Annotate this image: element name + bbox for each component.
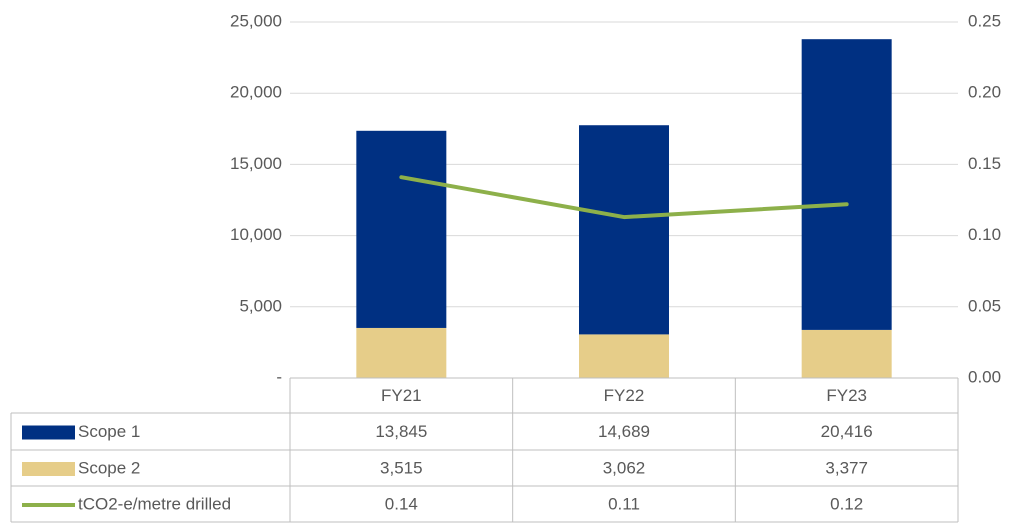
line xyxy=(399,175,849,220)
legend-label: Scope 2 xyxy=(78,458,140,477)
legend-key xyxy=(22,462,75,476)
y-tick-label: 15,000 xyxy=(230,154,282,173)
data-label: 3,515 xyxy=(380,458,423,477)
y-tick-label: - xyxy=(276,367,282,386)
data-label: 14,689 xyxy=(598,422,650,441)
y2-tick-label: 0.25 xyxy=(968,11,1001,30)
data-label: 0.11 xyxy=(608,494,640,513)
data-label: 3,377 xyxy=(825,458,868,477)
bar xyxy=(801,39,892,330)
data-label: 3,062 xyxy=(603,458,646,477)
bar xyxy=(356,130,447,328)
x-tick-label: FY23 xyxy=(826,386,867,405)
data-label: 0.12 xyxy=(830,494,863,513)
bar xyxy=(356,327,447,378)
y-tick-label: 5,000 xyxy=(239,296,282,315)
y2-tick-label: 0.05 xyxy=(968,296,1001,315)
data-label: 0.14 xyxy=(385,494,418,513)
y-tick-label: 25,000 xyxy=(230,11,282,30)
legend-key xyxy=(22,425,75,440)
x-tick-label: FY21 xyxy=(381,386,422,405)
legend-label: tCO2-e/metre drilled xyxy=(78,494,231,513)
bar xyxy=(579,334,669,378)
x-tick-label: FY22 xyxy=(604,386,645,405)
y2-tick-label: 0.10 xyxy=(968,225,1001,244)
bar xyxy=(801,329,892,378)
legend-label: Scope 1 xyxy=(78,422,140,441)
y2-tick-label: 0.00 xyxy=(968,367,1001,386)
bar xyxy=(579,125,669,335)
y2-tick-label: 0.15 xyxy=(968,154,1001,173)
data-label: 13,845 xyxy=(375,422,427,441)
y2-tick-label: 0.20 xyxy=(968,83,1001,102)
y-tick-label: 10,000 xyxy=(230,225,282,244)
y-tick-label: 20,000 xyxy=(230,83,282,102)
data-label: 20,416 xyxy=(821,422,873,441)
